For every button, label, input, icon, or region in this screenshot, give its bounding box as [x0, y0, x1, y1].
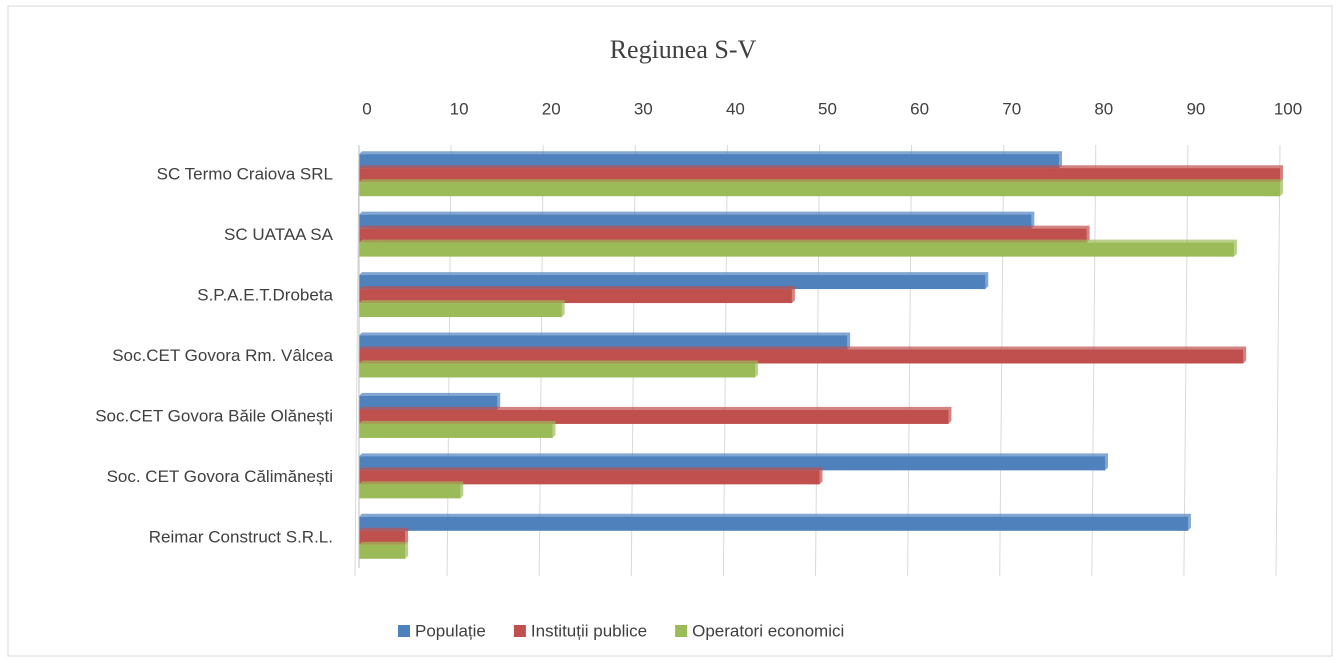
y-tick-label: Reimar Construct S.R.L.: [149, 527, 333, 546]
bar: [359, 484, 461, 499]
x-tick-label: 70: [1002, 99, 1021, 118]
bar: [359, 242, 1234, 257]
x-tick-label: 20: [542, 99, 561, 118]
bar: [359, 456, 1106, 471]
legend-label: Populație: [415, 621, 486, 640]
legend-label: Operatori economici: [692, 621, 844, 640]
grid-line: [1275, 144, 1281, 577]
bar: [359, 289, 792, 304]
bar: [359, 363, 756, 378]
legend-swatch: [513, 625, 526, 637]
y-tick-label: S.P.A.E.T.Drobeta: [197, 286, 333, 305]
bar: [359, 182, 1280, 197]
x-tick-label: 80: [1094, 99, 1113, 118]
chart-border: [7, 5, 1333, 657]
chart-title: Regiunea S-V: [610, 35, 757, 64]
y-tick-label: SC UATAA SA: [224, 225, 334, 244]
bar: [359, 530, 406, 545]
bar: [359, 395, 498, 410]
x-tick-label: 30: [634, 99, 653, 118]
bar: [359, 349, 1244, 364]
grid-line: [354, 144, 360, 577]
legend-swatch: [675, 625, 688, 637]
bar: [359, 409, 949, 424]
y-tick-label: Soc.CET Govora Băile Olănești: [95, 406, 333, 425]
x-tick-label: 0: [362, 99, 371, 118]
y-tick-label: Soc.CET Govora Rm. Vâlcea: [112, 346, 333, 365]
x-tick-label: 50: [818, 99, 837, 118]
bar: [359, 423, 553, 438]
bar: [359, 516, 1188, 531]
x-tick-label: 100: [1274, 99, 1302, 118]
x-tick-label: 90: [1186, 99, 1205, 118]
bar: [359, 275, 986, 290]
legend-swatch: [398, 625, 410, 637]
x-tick-label: 10: [450, 99, 469, 118]
y-tick-label: Soc. CET Govora Călimănești: [107, 467, 333, 486]
bar: [359, 154, 1059, 169]
x-tick-label: 40: [726, 99, 745, 118]
bar: [359, 214, 1032, 229]
bar: [359, 470, 820, 485]
bar: [359, 168, 1280, 183]
y-tick-label: SC Termo Craiova SRL: [157, 165, 333, 184]
bar: [359, 228, 1087, 243]
bar: [359, 335, 848, 350]
legend-label: Instituții publice: [531, 621, 647, 640]
bar: [359, 303, 562, 318]
bar: [359, 544, 406, 559]
x-tick-label: 60: [910, 99, 929, 118]
